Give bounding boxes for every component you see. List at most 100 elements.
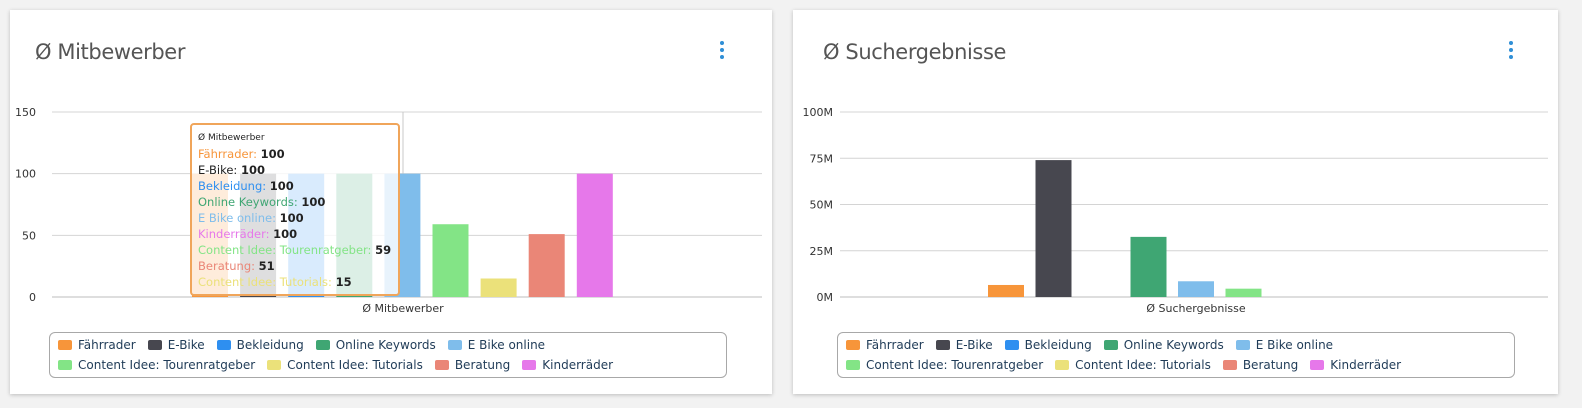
tooltip-series-name: Online Keywords: — [198, 195, 302, 209]
legend-label: Beratung — [1242, 357, 1299, 372]
kebab-menu-icon[interactable] — [715, 40, 729, 62]
tooltip-value: 100 — [240, 163, 265, 177]
legend-label: Fährrader — [866, 338, 924, 352]
legend-item[interactable]: E Bike online — [447, 337, 546, 353]
legend-label: Kinderräder — [1330, 357, 1402, 372]
card-title: Ø Suchergebnisse — [823, 40, 1007, 64]
legend-item[interactable]: E-Bike — [147, 337, 205, 353]
bar[interactable] — [988, 284, 1024, 297]
tooltip-row: E Bike online: 100 — [198, 210, 392, 226]
tooltip-value: 100 — [273, 227, 298, 241]
y-tick-label: 50M — [810, 199, 834, 212]
legend-item[interactable]: Bekleidung — [1004, 337, 1092, 353]
legend-item[interactable]: Content Idee: Tutorials — [267, 357, 423, 373]
legend-label: Content Idee: Tourenratgeber — [78, 357, 256, 372]
tooltip-value: 100 — [301, 195, 326, 209]
y-tick-label: 0M — [817, 291, 834, 304]
legend-swatch — [1235, 340, 1250, 350]
legend-swatch — [1222, 359, 1237, 370]
legend-label: Online Keywords — [1123, 338, 1224, 352]
y-tick-label: 0 — [29, 291, 36, 304]
legend-item[interactable]: Fährrader — [846, 337, 924, 353]
bar[interactable] — [1178, 281, 1214, 297]
legend-swatch — [935, 340, 950, 350]
tooltip-series-name: Fährrader: — [198, 147, 261, 161]
legend-label: Online Keywords — [335, 338, 436, 352]
legend-item[interactable]: Content Idee: Tutorials — [1055, 357, 1211, 373]
legend-item[interactable]: Beratung — [1222, 357, 1299, 373]
legend-label: E-Bike — [167, 338, 205, 352]
bar[interactable] — [1225, 288, 1262, 297]
legend-item[interactable]: Online Keywords — [315, 337, 436, 353]
tooltip-row: Content Idee: Tutorials: 15 — [198, 274, 392, 290]
card-title: Ø Mitbewerber — [35, 40, 186, 64]
legend-swatch — [58, 340, 72, 350]
tooltip-series-name: Kinderräder: — [198, 227, 274, 241]
legend-item[interactable]: Content Idee: Tourenratgeber — [846, 357, 1043, 373]
y-tick-label: 50 — [22, 229, 36, 242]
legend-swatch — [1310, 359, 1325, 370]
bar-chart-suchergebnisse: 0M 25M 50M 75M 100M Ø Suchergebnisse — [803, 106, 1548, 315]
bar[interactable] — [1130, 236, 1167, 297]
x-tick-label: Ø Suchergebnisse — [1146, 302, 1245, 315]
tooltip-series-name: Content Idee: Tourenratgeber: — [198, 243, 376, 257]
legend-label: Content Idee: Tourenratgeber — [866, 357, 1044, 372]
legend-item[interactable]: Content Idee: Tourenratgeber — [58, 357, 255, 373]
tooltip-series-name: Bekleidung: — [198, 179, 270, 193]
legend-item[interactable]: E-Bike — [935, 337, 993, 353]
tooltip-row: Online Keywords: 100 — [198, 194, 392, 210]
chart-legend: Fährrader E-Bike Bekleidung Online Keywords… — [49, 332, 727, 378]
legend-swatch — [846, 359, 860, 370]
kebab-menu-icon[interactable] — [1504, 40, 1518, 62]
bar[interactable] — [480, 278, 517, 298]
legend-label: Content Idee: Tutorials — [287, 357, 423, 372]
legend-swatch — [216, 340, 231, 350]
legend-item[interactable]: Online Keywords — [1103, 337, 1224, 353]
legend-swatch — [1103, 340, 1118, 350]
tooltip-row: Bekleidung: 100 — [198, 178, 392, 194]
y-tick-label: 150 — [15, 106, 36, 119]
legend-swatch — [846, 340, 860, 350]
tooltip-title: Ø Mitbewerber — [198, 133, 265, 143]
legend-label: Beratung — [454, 357, 511, 372]
y-tick-label: 100 — [15, 168, 36, 181]
x-tick-label: Ø Mitbewerber — [362, 302, 444, 315]
chart-card-mitbewerber: Ø Mitbewerber 0 50 100 150 Ø Mitbewerber Fäh… — [10, 10, 772, 394]
bar[interactable] — [576, 173, 613, 297]
tooltip-row: Fährrader: 100 — [198, 146, 392, 162]
legend-swatch — [147, 340, 162, 350]
legend-item[interactable]: Beratung — [434, 357, 511, 373]
y-tick-label: 100M — [803, 106, 834, 119]
legend-item[interactable]: E Bike online — [1235, 337, 1334, 353]
legend-item[interactable]: Fährrader — [58, 337, 136, 353]
legend-swatch — [267, 359, 282, 370]
tooltip-series-name: Beratung: — [198, 259, 259, 273]
tooltip-series-name: Content Idee: Tutorials: — [198, 275, 336, 289]
bar[interactable] — [432, 224, 469, 297]
tooltip-value: 100 — [260, 147, 285, 161]
chart-card-suchergebnisse: Ø Suchergebnisse 0M 25M 50M 75M 100M Ø Sucher… — [793, 10, 1558, 394]
legend-swatch — [1004, 340, 1019, 350]
legend-label: E Bike online — [1255, 338, 1334, 352]
tooltip-value: 59 — [375, 243, 392, 257]
legend-swatch — [315, 340, 330, 350]
y-tick-label: 75M — [810, 152, 834, 165]
tooltip-row: E-Bike: 100 — [198, 162, 392, 178]
tooltip-row: Beratung: 51 — [198, 258, 392, 274]
legend-swatch — [1055, 359, 1070, 370]
tooltip-series-name: E-Bike: — [198, 163, 241, 177]
legend-item[interactable]: Kinderräder — [522, 357, 613, 373]
legend-label: Bekleidung — [1024, 338, 1092, 352]
legend-item[interactable]: Kinderräder — [1310, 357, 1401, 373]
tooltip-value: 51 — [258, 259, 275, 273]
bar[interactable] — [528, 234, 565, 297]
legend-label: E Bike online — [467, 338, 546, 352]
legend-swatch — [434, 359, 449, 370]
legend-label: E-Bike — [955, 338, 993, 352]
legend-swatch — [58, 359, 72, 370]
tooltip-value: 100 — [279, 211, 304, 225]
legend-swatch — [522, 359, 537, 370]
legend-item[interactable]: Bekleidung — [216, 337, 304, 353]
bar[interactable] — [1035, 160, 1072, 297]
legend-label: Bekleidung — [236, 338, 304, 352]
